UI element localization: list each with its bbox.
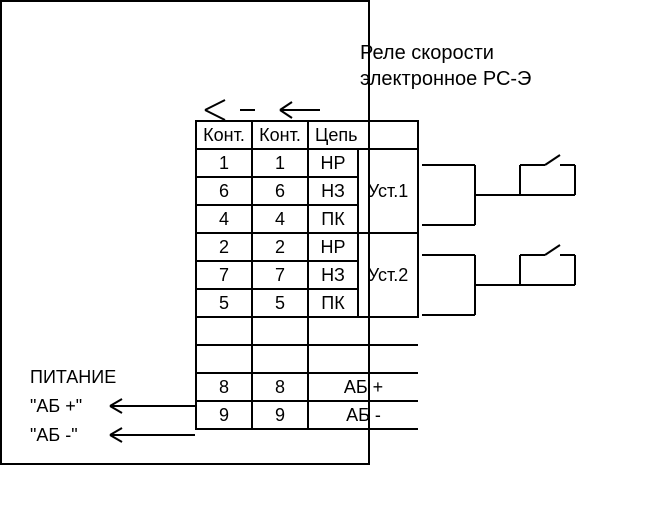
power-c2: 8 [252, 373, 308, 401]
spacer-cell [308, 345, 418, 373]
group-1-label: Уст.1 [358, 149, 418, 233]
power-label-cell: АБ - [308, 401, 418, 429]
power-title-label: ПИТАНИЕ [30, 363, 116, 392]
power-c1: 8 [196, 373, 252, 401]
header-cont-1: Конт. [196, 121, 252, 149]
connection-table: Конт. Конт. Цепь 1 1 НР Уст.1 6 6 НЗ 4 4… [195, 120, 419, 430]
header-circuit: Цепь [308, 121, 418, 149]
cell-c3: НЗ [308, 177, 358, 205]
title-line-1: Реле скорости [360, 40, 531, 66]
spacer-row [196, 345, 418, 373]
table-row: 2 2 НР Уст.2 [196, 233, 418, 261]
cell-c3: ПК [308, 289, 358, 317]
cell-c3: НР [308, 149, 358, 177]
cell-c2: 5 [252, 289, 308, 317]
cell-c2: 1 [252, 149, 308, 177]
table-header-row: Конт. Конт. Цепь [196, 121, 418, 149]
power-plus-label: "АБ +" [30, 392, 116, 421]
power-label-cell: АБ + [308, 373, 418, 401]
cell-c3: НР [308, 233, 358, 261]
spacer-cell [252, 317, 308, 345]
relay-symbol-2 [422, 245, 575, 315]
cell-c1: 1 [196, 149, 252, 177]
relay-symbol-1 [422, 155, 575, 225]
power-row: 9 9 АБ - [196, 401, 418, 429]
cell-c1: 4 [196, 205, 252, 233]
device-title: Реле скорости электронное РС-Э [360, 40, 531, 92]
power-minus-label: "АБ -" [30, 421, 116, 450]
cell-c2: 7 [252, 261, 308, 289]
cell-c3: ПК [308, 205, 358, 233]
power-labels-block: ПИТАНИЕ "АБ +" "АБ -" [30, 363, 116, 449]
cell-c2: 4 [252, 205, 308, 233]
cell-c1: 2 [196, 233, 252, 261]
spacer-cell [196, 317, 252, 345]
cell-c1: 6 [196, 177, 252, 205]
power-c2: 9 [252, 401, 308, 429]
spacer-cell [196, 345, 252, 373]
cell-c2: 2 [252, 233, 308, 261]
group-2-label: Уст.2 [358, 233, 418, 317]
cell-c1: 5 [196, 289, 252, 317]
title-line-2: электронное РС-Э [360, 66, 531, 92]
spacer-cell [308, 317, 418, 345]
table-row: 1 1 НР Уст.1 [196, 149, 418, 177]
power-row: 8 8 АБ + [196, 373, 418, 401]
cell-c2: 6 [252, 177, 308, 205]
header-cont-2: Конт. [252, 121, 308, 149]
cell-c1: 7 [196, 261, 252, 289]
cell-c3: НЗ [308, 261, 358, 289]
spacer-row [196, 317, 418, 345]
spacer-cell [252, 345, 308, 373]
power-c1: 9 [196, 401, 252, 429]
